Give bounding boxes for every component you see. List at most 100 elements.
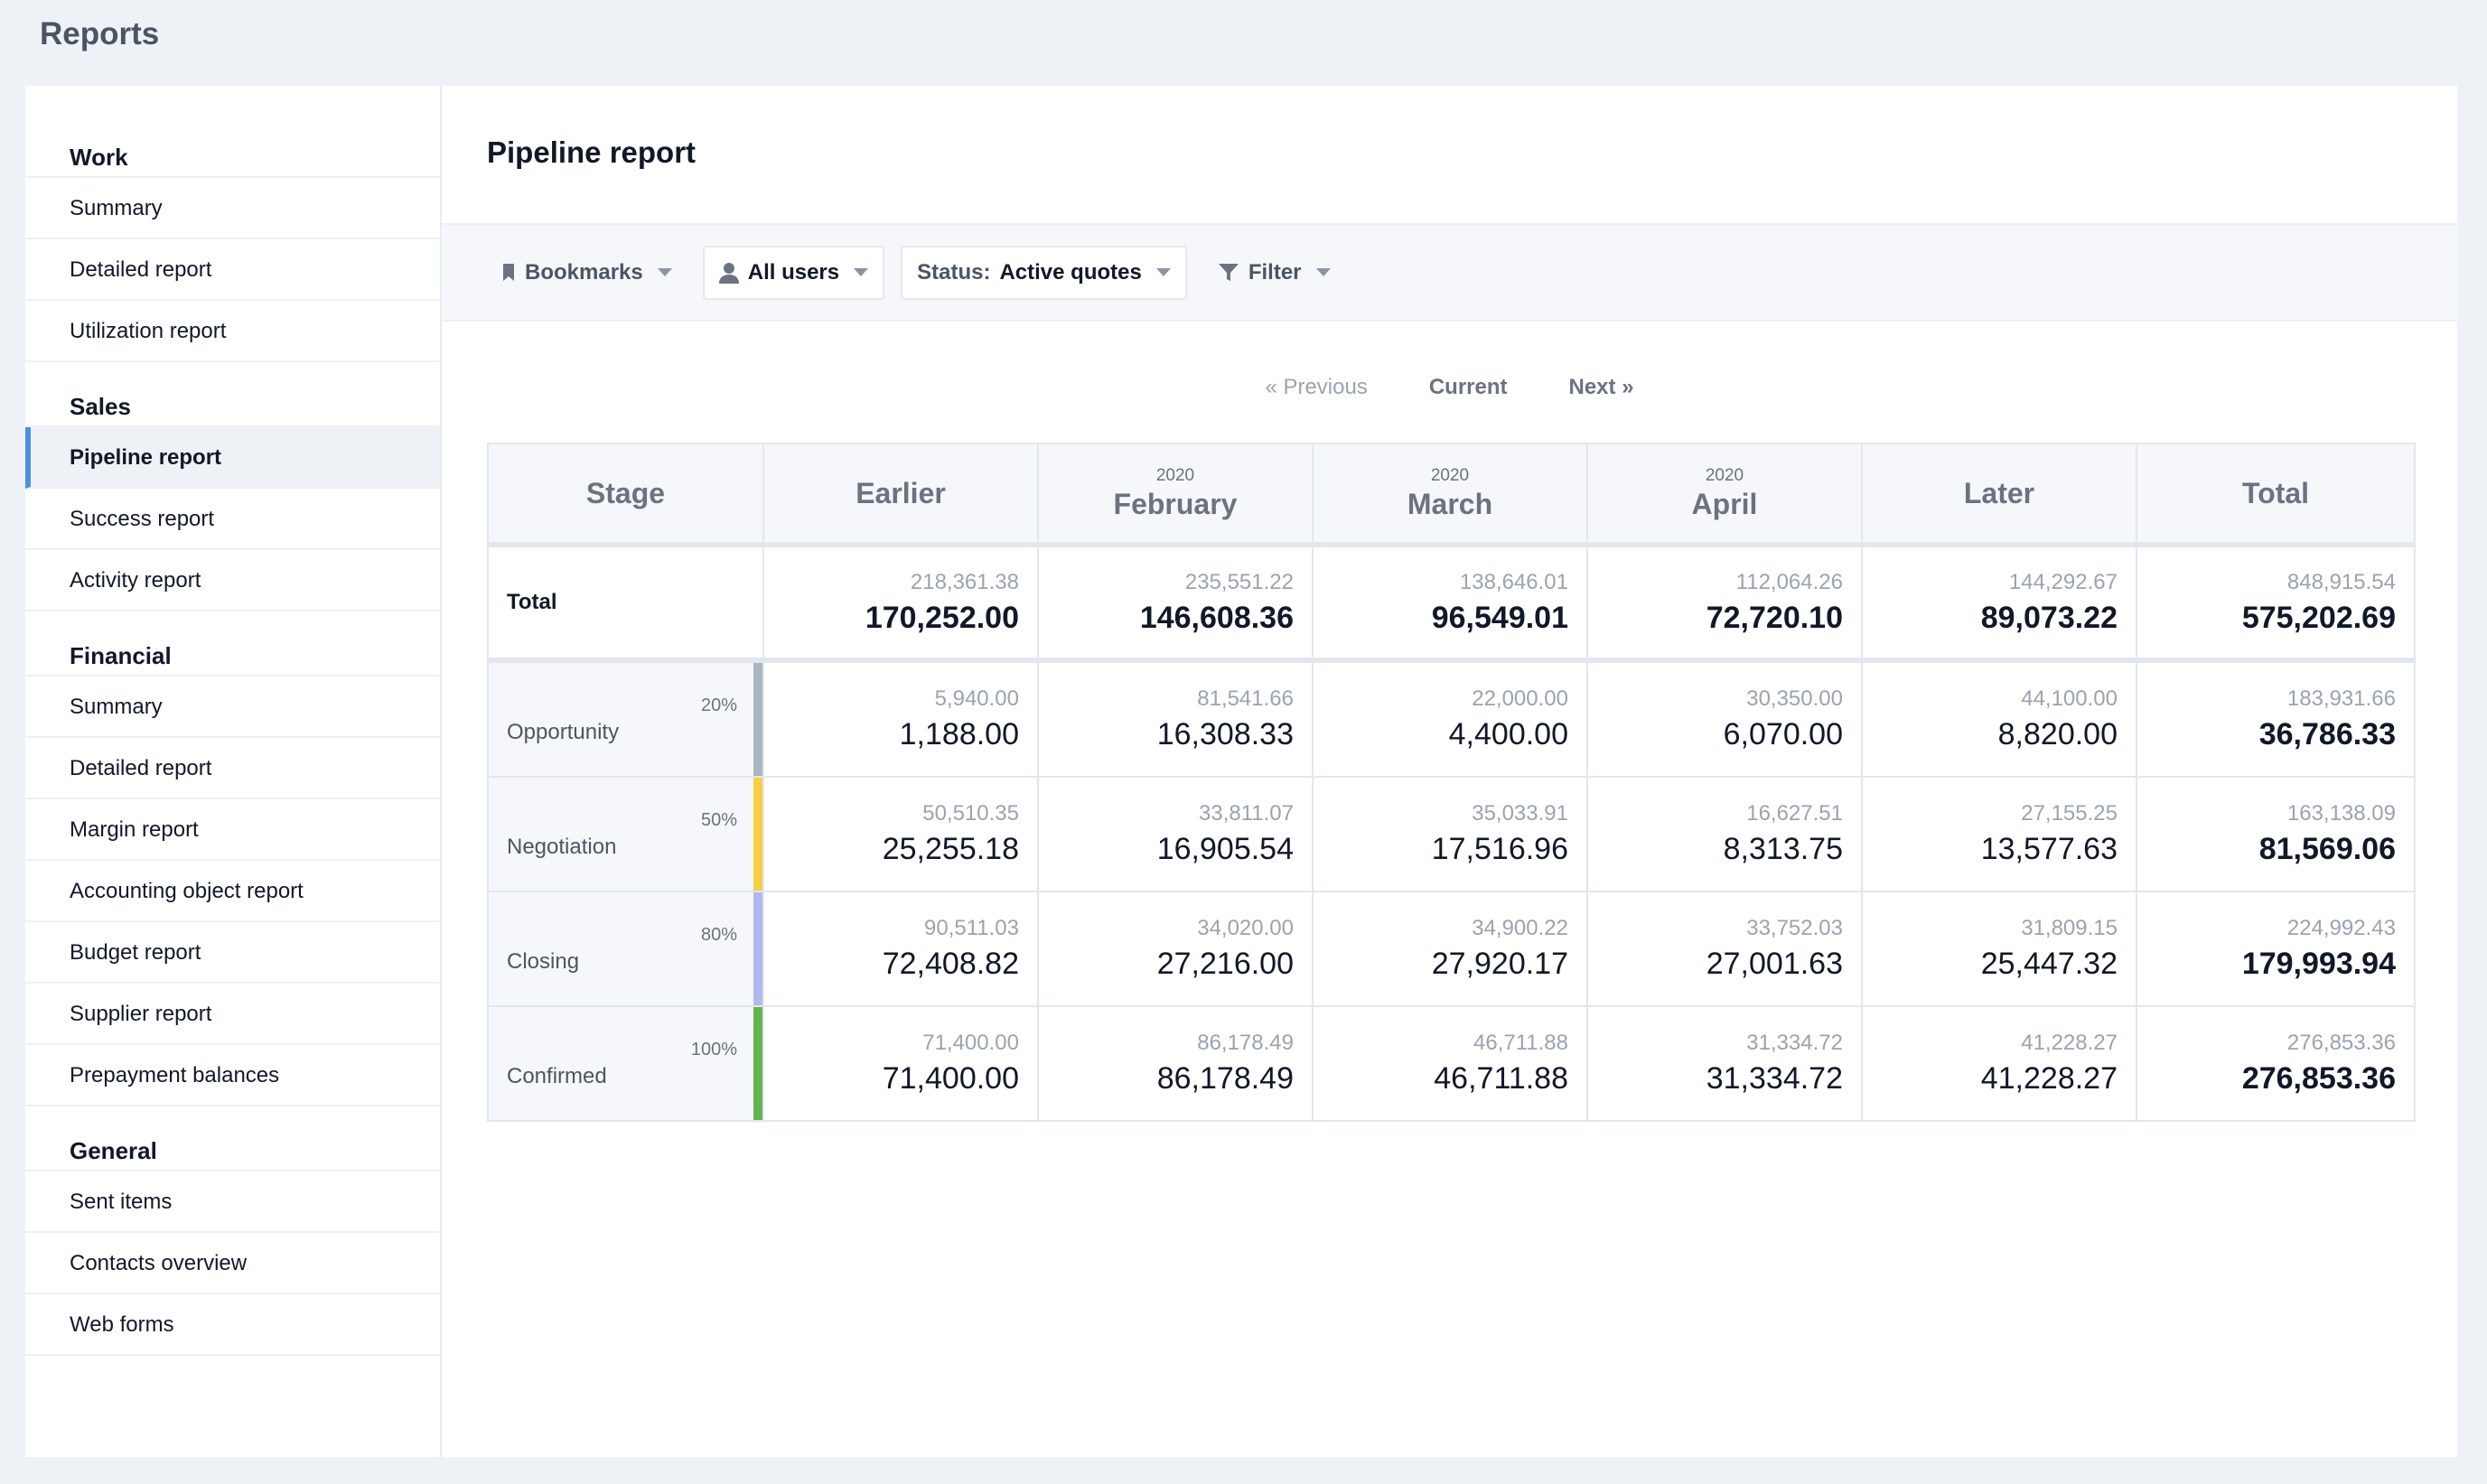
- sidebar-item[interactable]: Prepayment balances: [25, 1045, 440, 1106]
- sidebar-gap: [25, 362, 440, 387]
- stage-value-cell: 5,940.00 1,188.00: [762, 659, 1039, 778]
- column-label: March: [1407, 487, 1493, 520]
- sidebar-item[interactable]: Summary: [25, 178, 440, 239]
- previous-link[interactable]: « Previous: [1265, 375, 1368, 399]
- cell-weighted: 96,549.01: [1431, 600, 1568, 635]
- cell-weighted: 89,073.22: [1980, 600, 2118, 635]
- cell-gross: 27,155.25: [2021, 801, 2118, 826]
- stage-value-cell: 22,000.00 4,400.00: [1312, 659, 1588, 778]
- cell-gross: 5,940.00: [934, 686, 1019, 711]
- users-label: All users: [747, 259, 840, 285]
- stage-label: Negotiation: [507, 835, 617, 859]
- cell-gross: 31,809.15: [2021, 916, 2118, 940]
- sidebar-item[interactable]: Detailed report: [25, 239, 440, 301]
- total-cell: 848,915.54 575,202.69: [2136, 542, 2416, 663]
- cell-weighted: 25,255.18: [882, 832, 1019, 866]
- cell-gross: 31,334.72: [1746, 1031, 1843, 1055]
- bookmarks-label: Bookmarks: [525, 259, 643, 285]
- cell-weighted: 1,188.00: [899, 717, 1019, 751]
- cell-gross: 218,361.38: [910, 569, 1019, 594]
- bookmark-icon: [503, 263, 514, 281]
- cell-weighted: 31,334.72: [1706, 1061, 1843, 1096]
- total-row: Total 218,361.38 170,252.00 235,551.22 146,6…: [487, 542, 2416, 663]
- column-header: 2020 March: [1312, 443, 1588, 546]
- column-label: Total: [2241, 476, 2310, 509]
- sidebar-item[interactable]: Detailed report: [25, 738, 440, 799]
- sidebar-item[interactable]: Activity report: [25, 550, 440, 611]
- bookmarks-button[interactable]: Bookmarks: [487, 247, 687, 298]
- cell-gross: 33,811.07: [1199, 801, 1294, 826]
- cell-gross: 46,711.88: [1473, 1031, 1568, 1055]
- cell-gross: 34,900.22: [1472, 916, 1568, 940]
- total-cell: 138,646.01 96,549.01: [1312, 542, 1588, 663]
- cell-gross: 41,228.27: [2021, 1031, 2118, 1055]
- filter-button[interactable]: Filter: [1203, 247, 1345, 298]
- column-label: February: [1113, 487, 1238, 520]
- next-link[interactable]: Next »: [1568, 375, 1634, 399]
- cell-weighted: 17,516.96: [1431, 832, 1568, 866]
- total-cell: 235,551.22 146,608.36: [1037, 542, 1314, 663]
- stage-probability: 100%: [690, 1040, 737, 1059]
- column-header: Total: [2136, 443, 2416, 546]
- column-label: Earlier: [855, 476, 946, 509]
- cell-weighted: 13,577.63: [1980, 832, 2118, 866]
- total-label: Total: [487, 542, 764, 663]
- sidebar-item[interactable]: Utilization report: [25, 301, 440, 362]
- sidebar-heading: General: [25, 1132, 440, 1171]
- total-cell: 144,292.67 89,073.22: [1861, 542, 2137, 663]
- sidebar-gap: [25, 1106, 440, 1132]
- stage-value-cell: 34,020.00 27,216.00: [1037, 891, 1314, 1007]
- current-link[interactable]: Current: [1428, 375, 1508, 399]
- status-prefix: Status:: [917, 259, 991, 285]
- cell-gross: 224,992.43: [2286, 916, 2396, 940]
- cell-weighted: 6,070.00: [1723, 717, 1843, 751]
- app-shell: Work Summary Detailed report Utilization re…: [25, 86, 2457, 1457]
- stage-value-cell: 50,510.35 25,255.18: [762, 776, 1039, 892]
- sidebar-item[interactable]: Supplier report: [25, 984, 440, 1045]
- stage-value-cell: 30,350.00 6,070.00: [1586, 659, 1863, 778]
- sidebar-item[interactable]: Contacts overview: [25, 1233, 440, 1294]
- sidebar-item[interactable]: Summary: [25, 677, 440, 738]
- cell-weighted: 71,400.00: [882, 1061, 1019, 1096]
- sidebar-item[interactable]: Sent items: [25, 1171, 440, 1233]
- stage-value-cell: 86,178.49 86,178.49: [1037, 1005, 1314, 1122]
- cell-weighted: 25,447.32: [1980, 947, 2118, 981]
- sidebar-item[interactable]: Margin report: [25, 799, 440, 861]
- stage-probability: 80%: [700, 925, 737, 945]
- sidebar-item[interactable]: Accounting object report: [25, 861, 440, 922]
- cell-weighted: 8,313.75: [1723, 832, 1843, 866]
- cell-gross: 16,627.51: [1746, 801, 1843, 826]
- cell-gross: 144,292.67: [2008, 569, 2118, 594]
- cell-weighted: 170,252.00: [865, 600, 1019, 635]
- sidebar-item[interactable]: Success report: [25, 489, 440, 550]
- column-header: 2020 February: [1037, 443, 1314, 546]
- stage-label: Closing: [507, 949, 580, 974]
- column-label: April: [1691, 487, 1758, 520]
- sidebar-item[interactable]: Budget report: [25, 922, 440, 984]
- sidebar-item[interactable]: Web forms: [25, 1294, 440, 1356]
- column-header: Later: [1861, 443, 2137, 546]
- column-year: 2020: [1430, 465, 1470, 485]
- column-label: Later: [1963, 476, 2035, 509]
- cell-weighted: 16,308.33: [1156, 717, 1294, 751]
- cell-gross: 112,064.26: [1735, 569, 1843, 594]
- cell-weighted: 575,202.69: [2241, 600, 2396, 635]
- cell-gross: 848,915.54: [2286, 569, 2396, 594]
- stage-value-cell: 41,228.27 41,228.27: [1861, 1005, 2137, 1122]
- cell-gross: 22,000.00: [1472, 686, 1568, 711]
- page-title: Pipeline report: [487, 135, 697, 169]
- main-panel: Pipeline report Bookmarks All users Stat…: [442, 86, 2457, 1457]
- cell-weighted: 86,178.49: [1156, 1061, 1294, 1096]
- cell-gross: 81,541.66: [1197, 686, 1294, 711]
- status-dropdown[interactable]: Status: Active quotes: [901, 245, 1187, 300]
- column-header: 2020 April: [1586, 443, 1863, 546]
- stage-label: Opportunity: [507, 720, 620, 744]
- cell-gross: 163,138.09: [2286, 801, 2396, 826]
- cell-weighted: 46,711.88: [1434, 1061, 1568, 1096]
- sidebar: Work Summary Detailed report Utilization re…: [25, 86, 442, 1457]
- chevron-down-icon: [1155, 268, 1171, 276]
- cell-gross: 35,033.91: [1472, 801, 1568, 826]
- users-dropdown[interactable]: All users: [702, 245, 885, 300]
- app-title: Reports: [40, 16, 160, 51]
- sidebar-item[interactable]: Pipeline report: [25, 427, 440, 489]
